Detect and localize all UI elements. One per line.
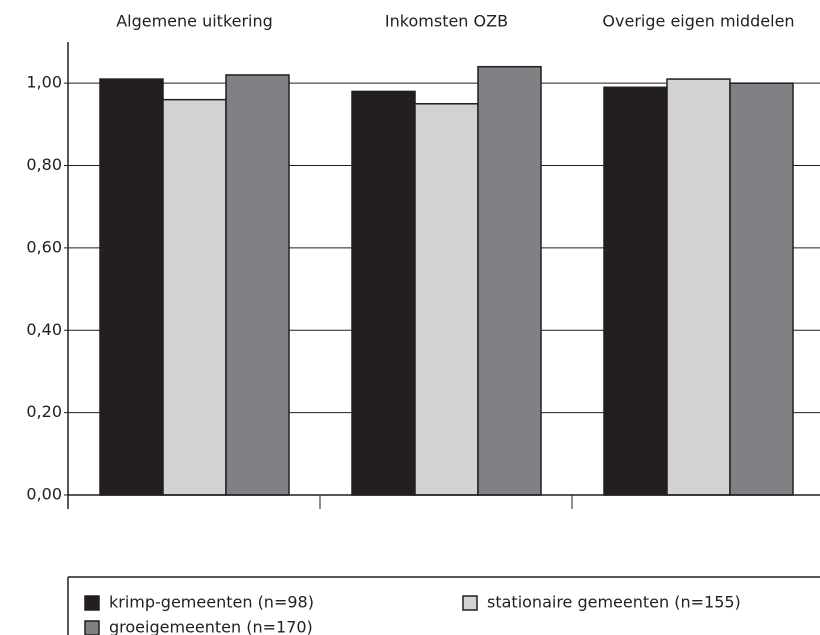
legend-swatch <box>84 620 100 635</box>
bar <box>729 82 794 496</box>
category-label: Overige eigen middelen <box>602 12 794 31</box>
legend-swatch <box>462 595 478 611</box>
bar <box>99 78 164 496</box>
y-tick-label: 0,80 <box>26 155 62 174</box>
bar <box>225 74 290 496</box>
bar <box>351 90 416 496</box>
category-label: Algemene uitkering <box>116 12 273 31</box>
legend-swatch <box>84 595 100 611</box>
y-tick-label: 1,00 <box>26 73 62 92</box>
y-tick-label: 0,00 <box>26 485 62 504</box>
bar <box>414 103 479 496</box>
legend-label: krimp-gemeenten (n=98) <box>109 593 314 612</box>
legend-label: groeigemeenten (n=170) <box>109 618 313 635</box>
bar <box>666 78 731 496</box>
y-tick-label: 0,60 <box>26 237 62 256</box>
bar <box>162 98 227 496</box>
category-label: Inkomsten OZB <box>385 12 508 31</box>
legend-label: stationaire gemeenten (n=155) <box>487 593 741 612</box>
y-tick-label: 0,40 <box>26 320 62 339</box>
bar <box>603 86 668 496</box>
bar <box>477 65 542 496</box>
y-tick-label: 0,20 <box>26 402 62 421</box>
